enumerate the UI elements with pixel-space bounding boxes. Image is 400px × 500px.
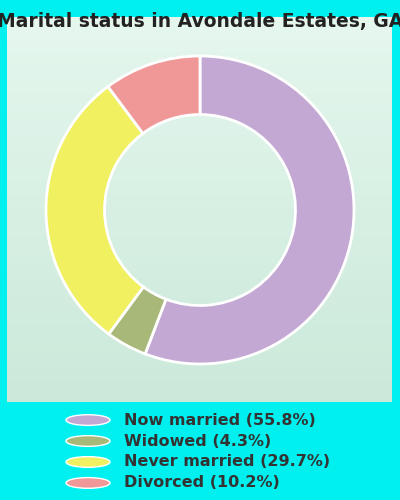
Circle shape [66,414,110,426]
Circle shape [66,456,110,468]
Wedge shape [109,287,166,354]
Text: Now married (55.8%): Now married (55.8%) [124,412,316,428]
Wedge shape [145,56,354,364]
Circle shape [66,436,110,446]
Text: Marital status in Avondale Estates, GA: Marital status in Avondale Estates, GA [0,12,400,32]
Wedge shape [46,86,143,334]
Text: Never married (29.7%): Never married (29.7%) [124,454,330,469]
Text: Widowed (4.3%): Widowed (4.3%) [124,434,271,448]
Wedge shape [108,56,200,134]
Circle shape [66,478,110,488]
Text: Divorced (10.2%): Divorced (10.2%) [124,476,280,490]
